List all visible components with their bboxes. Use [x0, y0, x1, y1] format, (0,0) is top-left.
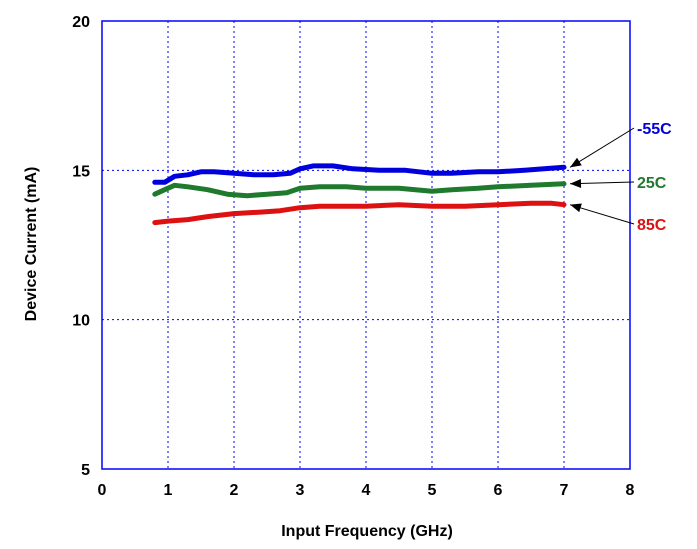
x-tick-label: 6: [494, 482, 503, 499]
series-label-0: -55C: [637, 121, 672, 138]
series-lines: [152, 163, 567, 226]
y-axis-title: Device Current (mA): [23, 167, 40, 322]
x-tick-label: 7: [560, 482, 569, 499]
series-line-1: [152, 181, 567, 199]
x-tick-label: 5: [428, 482, 437, 499]
plot-frame: [101, 20, 631, 470]
x-tick-label: 3: [296, 482, 305, 499]
x-tick-label: 8: [626, 482, 635, 499]
y-tick-label: 10: [72, 313, 90, 330]
x-axis-ticks: 0 1 2 3 4 5 6 7 8: [98, 482, 635, 499]
x-tick-label: 4: [362, 482, 371, 499]
y-tick-label: 5: [81, 462, 90, 479]
x-tick-label: 2: [230, 482, 239, 499]
y-tick-label: 15: [72, 163, 90, 180]
y-tick-label: 20: [72, 14, 90, 31]
series-callouts: -55C 25C 85C: [569, 121, 672, 234]
series-label-1: 25C: [637, 175, 667, 192]
x-tick-label: 1: [164, 482, 173, 499]
callout-arrow-1: [569, 178, 635, 188]
grid-lines: [102, 21, 630, 469]
series-line-2: [152, 200, 567, 226]
callout-arrow-0: [569, 127, 635, 168]
series-line-0: [152, 163, 567, 185]
x-axis-title: Input Frequency (GHz): [281, 523, 453, 540]
y-axis-ticks: 5 10 15 20: [72, 14, 90, 479]
series-label-2: 85C: [637, 217, 667, 234]
callout-arrow-2: [569, 203, 635, 225]
x-tick-label: 0: [98, 482, 107, 499]
